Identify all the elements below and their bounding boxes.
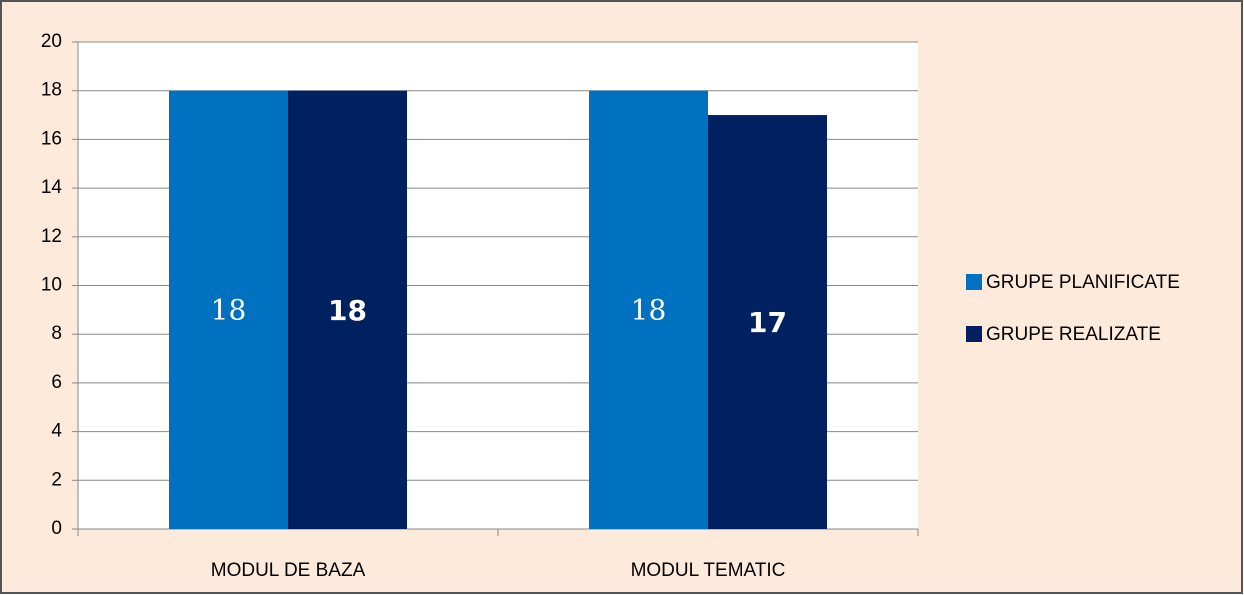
bar: [589, 90, 708, 529]
x-tick-label: MODUL TEMATIC: [631, 560, 786, 581]
y-tick-label: 10: [41, 275, 62, 296]
y-tick-label: 6: [51, 372, 62, 393]
y-tick-label: 2: [51, 469, 62, 490]
data-label: 18: [328, 294, 367, 327]
data-label: 18: [211, 293, 247, 326]
legend-label: GRUPE PLANIFICATE: [986, 272, 1180, 293]
bar: [708, 115, 827, 530]
bar: [169, 90, 288, 529]
y-tick-label: 8: [51, 323, 62, 344]
y-tick-label: 20: [41, 31, 62, 52]
y-tick-label: 14: [41, 177, 63, 198]
data-label: 18: [631, 293, 667, 326]
legend-label: GRUPE REALIZATE: [986, 324, 1161, 345]
legend-swatch: [966, 326, 982, 342]
y-tick-label: 12: [41, 226, 62, 247]
legend-swatch: [966, 274, 982, 290]
y-tick-label: 4: [51, 421, 62, 442]
x-tick-label: MODUL DE BAZA: [211, 560, 366, 581]
y-tick-label: 16: [41, 128, 62, 149]
y-tick-label: 18: [41, 80, 62, 101]
y-tick-label: 0: [51, 518, 62, 539]
bar: [288, 90, 407, 529]
data-label: 17: [748, 306, 787, 339]
